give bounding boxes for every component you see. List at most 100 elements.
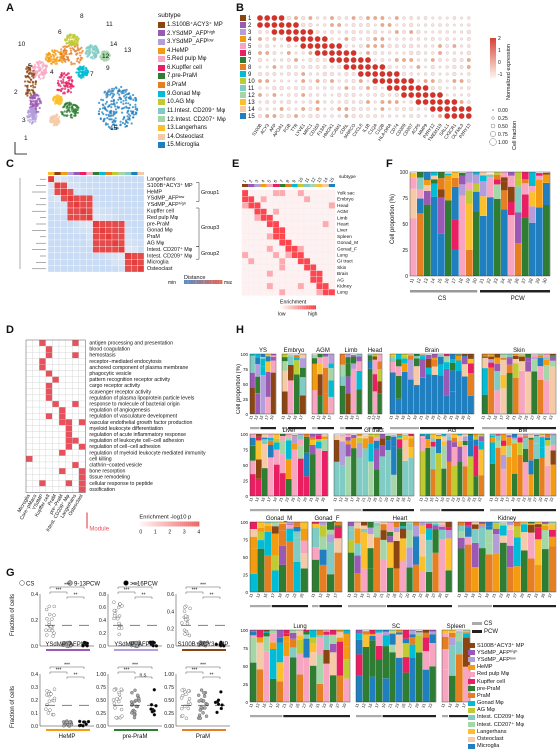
umap-point	[76, 47, 79, 50]
heat-cell	[25, 425, 33, 432]
bar-segment	[424, 180, 431, 185]
bar-segment	[456, 631, 463, 633]
tissue-label: Limb	[337, 215, 348, 221]
bar-segment	[539, 435, 545, 438]
enrich-scale	[153, 521, 156, 527]
dot	[287, 107, 291, 111]
dot	[280, 93, 283, 97]
bar-segment	[523, 434, 529, 437]
heat-cell	[67, 239, 74, 247]
bar-segment	[304, 452, 310, 477]
heat-cell	[78, 364, 86, 371]
bar-segment	[444, 368, 450, 396]
row-label: 8	[248, 65, 252, 71]
umap-point	[67, 107, 70, 110]
dot	[466, 58, 471, 62]
heat-cell	[73, 188, 81, 196]
tissue-title: SC	[392, 624, 401, 630]
bar-segment	[420, 434, 425, 436]
bar-segment	[356, 630, 363, 634]
umap-point	[118, 88, 121, 91]
dot	[467, 16, 471, 20]
dot	[415, 99, 422, 105]
dot	[301, 51, 305, 55]
umap-point	[26, 71, 29, 74]
dot	[278, 15, 285, 21]
heat-cell	[78, 394, 86, 402]
dot	[394, 44, 399, 48]
heat-cell	[72, 425, 79, 432]
dot	[330, 16, 334, 20]
bar-segment	[456, 632, 463, 642]
dot	[315, 113, 320, 118]
bar-segment	[300, 367, 306, 378]
umap-point	[37, 64, 40, 67]
heat-cell	[105, 265, 113, 273]
tissue-title: Lung	[293, 624, 306, 630]
umap-point	[108, 53, 111, 56]
umap-point	[75, 38, 78, 42]
data-point	[197, 713, 202, 717]
umap-point	[62, 78, 65, 81]
bar-segment	[379, 456, 386, 467]
bar-segment	[262, 468, 268, 496]
dot	[416, 72, 420, 76]
bar-segment	[409, 657, 416, 702]
col-number: 11	[304, 177, 311, 184]
stage-bar-pcw	[420, 427, 474, 430]
tissue-label: Embryo	[337, 197, 354, 203]
term-label: regulation of myeloid leukocyte mediated…	[89, 450, 206, 456]
heat-cell	[99, 239, 106, 247]
heat-cell	[99, 252, 106, 260]
term-label: myeloid leukocyte differentiation	[89, 426, 163, 432]
heat-cell	[47, 201, 55, 209]
group-label: Group2	[201, 251, 219, 257]
plot-frame	[409, 171, 551, 277]
x-tick: 13	[447, 702, 453, 709]
cluster-number: 11	[106, 21, 113, 28]
x-tick: 19	[510, 496, 516, 503]
enrich-scale	[141, 521, 144, 527]
bar-segment	[256, 478, 262, 496]
umap-point	[31, 116, 34, 119]
data-point	[152, 688, 156, 692]
heat-cell	[291, 251, 298, 259]
umap-point	[91, 46, 94, 49]
umap-point	[69, 51, 73, 55]
data-point	[48, 708, 52, 712]
dot	[423, 16, 428, 20]
row-label: 11	[248, 86, 255, 92]
umap-point	[80, 66, 83, 69]
subtype-label: subtype	[339, 174, 356, 180]
heat-cell	[105, 233, 113, 241]
dot	[445, 51, 449, 55]
data-point	[50, 617, 54, 621]
bar-segment	[466, 182, 473, 191]
heat-cell	[45, 419, 53, 426]
gene-label: FGB	[282, 123, 291, 133]
data-point	[47, 604, 51, 609]
bar-segment	[361, 568, 368, 592]
bar-segment	[438, 178, 445, 190]
heat-cell	[254, 258, 261, 265]
umap-point	[42, 77, 45, 80]
sig-bracket	[66, 676, 85, 679]
dot	[416, 23, 420, 27]
dot	[301, 79, 306, 83]
bar-segment	[458, 525, 465, 531]
umap-point	[125, 88, 128, 91]
x-tick: 23	[366, 496, 372, 503]
x-tick: 15	[375, 414, 381, 421]
bar-segment	[432, 525, 439, 530]
bar-segment	[537, 354, 544, 356]
heat-cell	[39, 406, 46, 414]
heat-cell	[65, 352, 73, 359]
umap-point	[125, 105, 128, 108]
umap-point	[30, 122, 33, 125]
umap-point	[107, 125, 110, 128]
data-point	[52, 631, 56, 635]
bar-segment	[439, 522, 446, 525]
bar-segment	[482, 354, 488, 357]
bar-segment	[441, 468, 447, 496]
bar-segment	[456, 355, 462, 361]
